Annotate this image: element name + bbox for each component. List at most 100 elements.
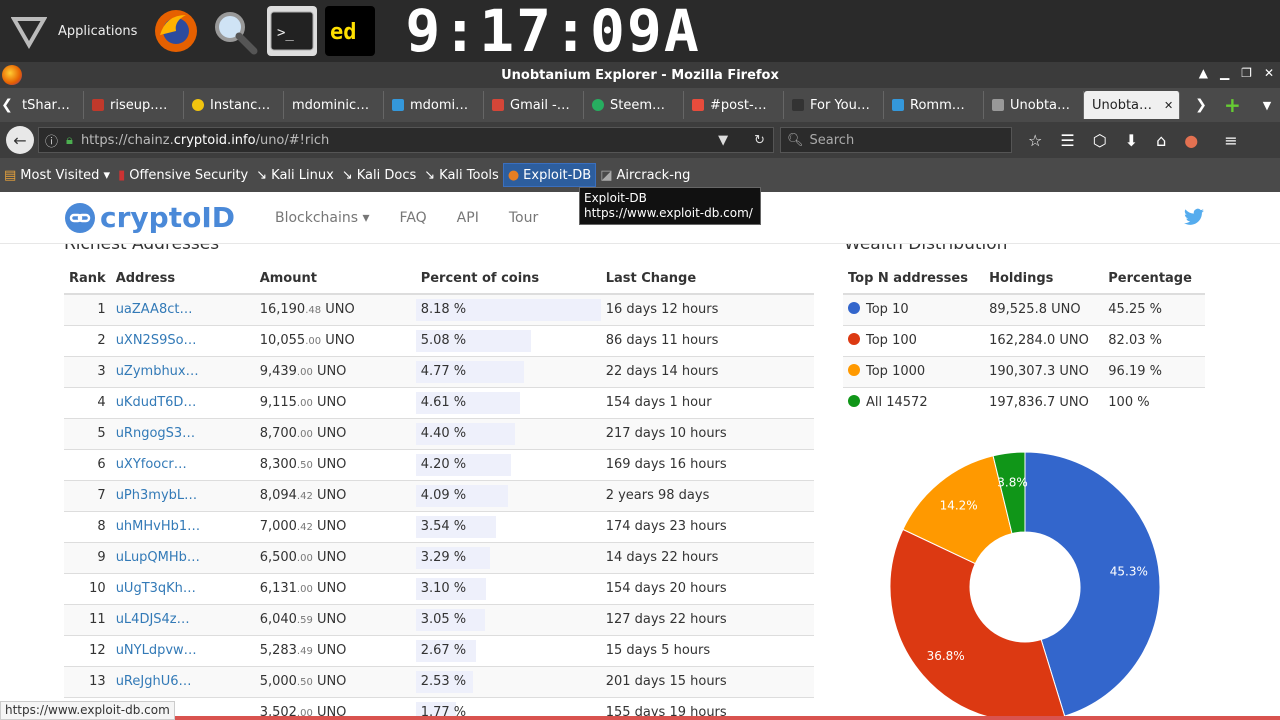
url-bar[interactable]: ⓘ 🔒︎ https://chainz.cryptoid.info/uno/#!… — [38, 127, 774, 153]
download-icon[interactable]: ⬇ — [1124, 130, 1139, 150]
terminal-launcher-icon[interactable]: >_ — [267, 6, 318, 56]
nav-api[interactable]: API — [456, 209, 479, 226]
wealth-distribution-chart: 45.3% 36.8% 14.2% 3.8% — [889, 451, 1161, 720]
tab-label: For You… — [810, 97, 870, 113]
url-host: cryptoid.info — [173, 132, 256, 148]
tab[interactable]: mdominic… — [284, 91, 384, 119]
maximize-icon[interactable]: ❐ — [1241, 66, 1252, 80]
last-change-cell: 174 days 23 hours — [600, 510, 814, 542]
bookmark-exploit-db[interactable]: ● Exploit-DB — [502, 163, 597, 187]
reading-list-icon[interactable]: ☰ — [1060, 130, 1075, 150]
tab[interactable]: tShar… — [14, 91, 84, 119]
chart-slice-top-100[interactable] — [889, 528, 1066, 720]
bookmark-kali-linux[interactable]: ↘ Kali Linux — [252, 163, 338, 187]
address-link[interactable]: uKdudT6D… — [110, 386, 255, 418]
address-link[interactable]: uReJghU6… — [110, 665, 255, 697]
chart-slice-top-10[interactable] — [1024, 451, 1161, 717]
back-icon[interactable]: ← — [6, 126, 34, 154]
column-header[interactable]: Percent of coins — [415, 264, 601, 295]
tab-label: Unobta… — [1092, 97, 1153, 113]
address-link[interactable]: uXN2S9So… — [110, 324, 255, 356]
status-bar: https://www.exploit-db.com — [0, 701, 175, 720]
amount-unit: UNO — [321, 333, 355, 348]
rank-cell: 3 — [64, 355, 111, 387]
tab[interactable]: riseup.… — [84, 91, 184, 119]
applications-menu[interactable]: Applications — [58, 23, 138, 39]
column-header[interactable]: Last Change — [600, 264, 814, 295]
amount-int: 6,500 — [259, 550, 297, 565]
table-row: 5 uRngogS3… 8,700.00 UNO 4.40 % 217 days 10 … — [64, 417, 814, 449]
nav-faq[interactable]: FAQ — [399, 209, 427, 226]
kali-menu-icon[interactable] — [6, 8, 52, 54]
tab[interactable]: Unobta… — [984, 91, 1084, 119]
column-header[interactable]: Holdings — [984, 264, 1104, 295]
tab[interactable]: Romm… — [884, 91, 984, 119]
close-window-icon[interactable]: ✕ — [1263, 66, 1274, 80]
bookmark-label: Offensive Security — [129, 167, 249, 183]
tab[interactable]: Steem… — [584, 91, 684, 119]
address-link[interactable]: uL4DJS4z… — [110, 603, 255, 635]
percent-text: 2.53 % — [420, 674, 467, 689]
reload-icon[interactable]: ↻ — [754, 132, 765, 148]
column-header[interactable]: Top N addresses — [843, 264, 985, 295]
tab[interactable]: For You… — [784, 91, 884, 119]
amount-unit: UNO — [312, 581, 347, 596]
column-header[interactable]: Percentage — [1103, 264, 1205, 295]
bookmark-kali-docs[interactable]: ↘ Kali Docs — [338, 163, 420, 187]
close-tab-icon[interactable]: ✕ — [1164, 98, 1174, 112]
address-link[interactable]: uXYfoocr… — [110, 448, 255, 480]
address-link[interactable]: uNYLdpvw… — [110, 634, 255, 666]
menu-icon[interactable]: ≡ — [1224, 130, 1238, 150]
move-up-icon[interactable]: ▲ — [1198, 66, 1208, 80]
address-link[interactable]: uUgT3qKh… — [110, 572, 255, 604]
pocket-icon[interactable]: ⬡ — [1092, 130, 1107, 150]
cryptoid-logo[interactable]: cryptoID — [64, 201, 235, 234]
address-link[interactable]: uPh3mybL… — [110, 479, 255, 511]
bookmark-kali-tools[interactable]: ↘ Kali Tools — [420, 163, 503, 187]
desktop-panel: Applications >_ ed 9:17:09A — [0, 0, 1280, 65]
table-row: 2 uXN2S9So… 10,055.00 UNO 5.08 % 86 days 11 … — [64, 324, 814, 356]
tab-scroll-left-icon[interactable]: ❮ — [1, 97, 13, 113]
new-tab-icon[interactable]: + — [1224, 93, 1241, 117]
bookmark-star-icon[interactable]: ☆ — [1028, 130, 1043, 150]
amount-decimals: .42 — [296, 491, 313, 502]
tab-active[interactable]: Unobta… ✕ — [1084, 91, 1180, 119]
bookmark-offensive-security[interactable]: ▮ Offensive Security — [114, 163, 252, 187]
column-header[interactable]: Address — [110, 264, 255, 295]
nav-blockchains[interactable]: Blockchains ▾ — [274, 209, 370, 226]
twitter-icon[interactable] — [1184, 208, 1204, 226]
info-icon[interactable]: ⓘ — [45, 134, 59, 150]
tab-list-icon[interactable]: ▼ — [1262, 98, 1272, 112]
bookmark-aircrack-ng[interactable]: ◪ Aircrack-ng — [596, 163, 694, 187]
search-input[interactable]: 🔍︎ Search — [780, 127, 1012, 153]
offsec-icon: ▮ — [118, 167, 126, 183]
bookmark-most-visited[interactable]: ▤ Most Visited ▾ — [0, 163, 114, 187]
tab[interactable]: Instanc… — [184, 91, 284, 119]
tab-scroll-right-icon[interactable]: ❯ — [1195, 97, 1207, 113]
address-link[interactable]: uZymbhux… — [110, 355, 255, 387]
tab[interactable]: #post-… — [684, 91, 784, 119]
amount-cell: 9,439.00 UNO — [254, 355, 416, 387]
conky-icon[interactable]: ed — [325, 6, 376, 56]
tab[interactable]: Gmail -… — [484, 91, 584, 119]
firefox-launcher-icon[interactable] — [151, 6, 201, 56]
address-link[interactable]: uRngogS3… — [110, 417, 255, 449]
minimize-icon[interactable]: ▁ — [1219, 66, 1230, 80]
nav-tour[interactable]: Tour — [508, 209, 539, 226]
duckduckgo-icon[interactable]: ● — [1184, 130, 1199, 150]
address-link[interactable]: uhMHvHb1… — [110, 510, 255, 542]
column-header[interactable]: Amount — [254, 264, 416, 295]
home-icon[interactable]: ⌂ — [1156, 130, 1167, 150]
table-row: 8 uhMHvHb1… 7,000.42 UNO 3.54 % 174 days 23 … — [64, 510, 814, 542]
search-launcher-icon[interactable] — [209, 6, 259, 56]
bookmark-label: Most Visited ▾ — [20, 167, 111, 183]
amount-cell: 7,000.42 UNO — [254, 510, 416, 542]
column-header[interactable]: Rank — [64, 264, 111, 295]
chart-slice-top-1000[interactable] — [902, 455, 1013, 565]
chart-slice-all-14572[interactable] — [992, 451, 1026, 535]
rank-cell: 7 — [64, 479, 111, 511]
tab[interactable]: mdomi… — [384, 91, 484, 119]
address-link[interactable]: uLupQMHb… — [110, 541, 255, 573]
url-dropdown-icon[interactable]: ▼ — [718, 132, 729, 148]
address-link[interactable]: uaZAA8ct… — [110, 293, 255, 325]
